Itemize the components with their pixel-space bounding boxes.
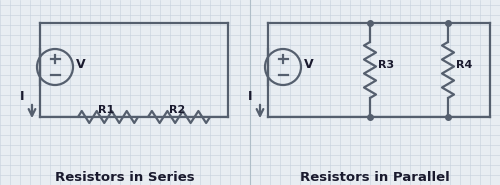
Text: R4: R4 bbox=[456, 60, 472, 70]
Text: I: I bbox=[248, 90, 252, 103]
Text: R1: R1 bbox=[98, 105, 114, 115]
Text: Resistors in Series: Resistors in Series bbox=[55, 171, 195, 184]
Text: I: I bbox=[20, 90, 24, 103]
Text: V: V bbox=[76, 58, 86, 71]
Text: Resistors in Parallel: Resistors in Parallel bbox=[300, 171, 450, 184]
Text: R2: R2 bbox=[169, 105, 185, 115]
Text: V: V bbox=[304, 58, 314, 71]
Text: R3: R3 bbox=[378, 60, 394, 70]
